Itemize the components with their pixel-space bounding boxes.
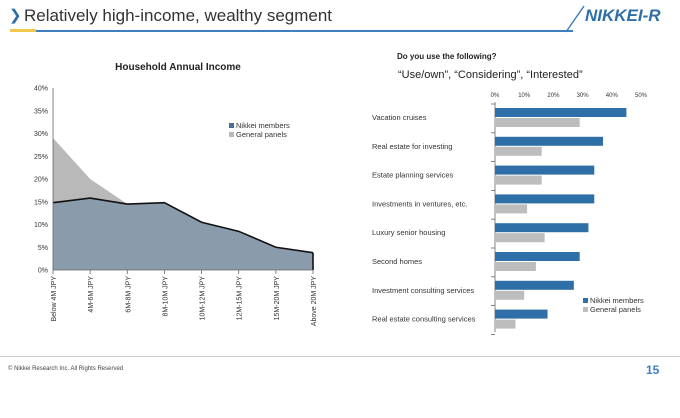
copyright: © Nikkei Research Inc. All Rights Reserv…	[8, 366, 124, 372]
chart-title: Household Annual Income	[115, 62, 241, 73]
brand-logo: NIKKEI-R	[585, 6, 661, 25]
area-series	[52, 88, 314, 270]
y-tick-label: 0%	[38, 268, 48, 275]
x-tick-label: 40%	[606, 93, 619, 99]
y-axis: 0% 5% 10% 15% 20% 25% 30% 35% 40%	[34, 86, 48, 275]
x-tick-label: 30%	[577, 93, 590, 99]
category-label: Vacation cruises	[372, 113, 427, 122]
page-title: Relatively high-income, wealthy segment	[24, 6, 333, 25]
bar-general-panels	[495, 146, 542, 156]
bar-nikkei-members	[495, 309, 548, 319]
y-tick-label: 20%	[34, 177, 48, 184]
x-tick-label: 10%	[518, 93, 531, 99]
x-tick-label: Below 4M JPY	[51, 276, 58, 322]
x-tick-label: 50%	[635, 93, 648, 99]
y-tick-label: 40%	[34, 86, 48, 93]
bar-general-panels	[495, 175, 542, 185]
bar-nikkei-members	[495, 108, 627, 117]
header-rule	[10, 30, 573, 32]
x-tick-label: 0%	[491, 93, 500, 99]
legend-swatch	[583, 298, 588, 303]
bar-general-panels	[495, 118, 580, 127]
bar-general-panels	[495, 290, 525, 300]
legend-swatch	[229, 123, 234, 128]
category-label: Estate planning services	[372, 171, 454, 180]
y-tick-label: 5%	[38, 245, 48, 252]
bar-nikkei-members	[495, 194, 595, 204]
category-label: Luxury senior housing	[372, 228, 445, 237]
bar-nikkei-members	[495, 280, 574, 290]
legend-swatch	[229, 132, 234, 137]
category-labels: Vacation cruises Real estate for investin…	[372, 113, 476, 324]
legend-label: Nikkei members	[236, 121, 290, 130]
legend-swatch	[583, 307, 588, 312]
x-tick-label: 4M-6M JPY	[88, 276, 95, 313]
legend-label: Nikkei members	[590, 296, 644, 305]
header-accent	[10, 29, 36, 32]
x-tick-label: Above 20M JPY	[311, 276, 318, 327]
y-tick-label: 35%	[34, 108, 48, 115]
y-tick-label: 15%	[34, 199, 48, 206]
x-tick-label: 20%	[547, 93, 560, 99]
chevron-right-icon: ❯	[9, 7, 22, 24]
nikkei-members-line	[52, 197, 314, 254]
category-label: Real estate consulting services	[372, 315, 476, 324]
x-tick-label: 10M-12M JPY	[200, 276, 207, 321]
category-label: Second homes	[372, 257, 422, 266]
x-axis: Below 4M JPY 4M-6M JPY 6M-8M JPY 8M-10M JPY…	[51, 269, 318, 327]
bar-nikkei-members	[495, 223, 589, 233]
brand-slash-icon	[565, 5, 585, 33]
bar-nikkei-members	[495, 136, 604, 146]
bar-general-panels	[495, 319, 516, 329]
bar-nikkei-members	[495, 165, 595, 175]
bar-series	[491, 103, 627, 335]
x-tick-label: 6M-8M JPY	[125, 276, 132, 313]
nikkei-members-area	[53, 198, 313, 270]
x-tick-label: 15M-20M JPY	[274, 276, 281, 321]
bar-nikkei-members	[495, 252, 580, 261]
legend-label: General panels	[590, 305, 641, 314]
bar-general-panels	[495, 262, 536, 271]
bar-general-panels	[495, 204, 528, 214]
category-label: Real estate for investing	[372, 142, 452, 151]
chart-subtitle: “Use/own”, “Considering”, “Interested”	[398, 69, 583, 81]
page-number: 15	[646, 363, 660, 377]
bar-general-panels	[495, 233, 545, 243]
usage-bar-chart: Do you use the following? “Use/own”, “Co…	[372, 52, 648, 335]
y-tick-label: 25%	[34, 154, 48, 161]
x-tick-label: 8M-10M JPY	[162, 276, 169, 317]
y-tick-label: 10%	[34, 222, 48, 229]
income-area-chart: Household Annual Income 0% 5% 10% 15% 20% 25%…	[34, 62, 318, 327]
legend-label: General panels	[236, 130, 287, 139]
footer-rule	[0, 356, 680, 357]
x-tick-label: 12M-15M JPY	[237, 276, 244, 321]
chart-title: Do you use the following?	[397, 52, 497, 61]
category-label: Investment consulting services	[372, 286, 474, 295]
y-tick-label: 30%	[34, 131, 48, 138]
category-label: Investments in ventures, etc.	[372, 199, 467, 208]
